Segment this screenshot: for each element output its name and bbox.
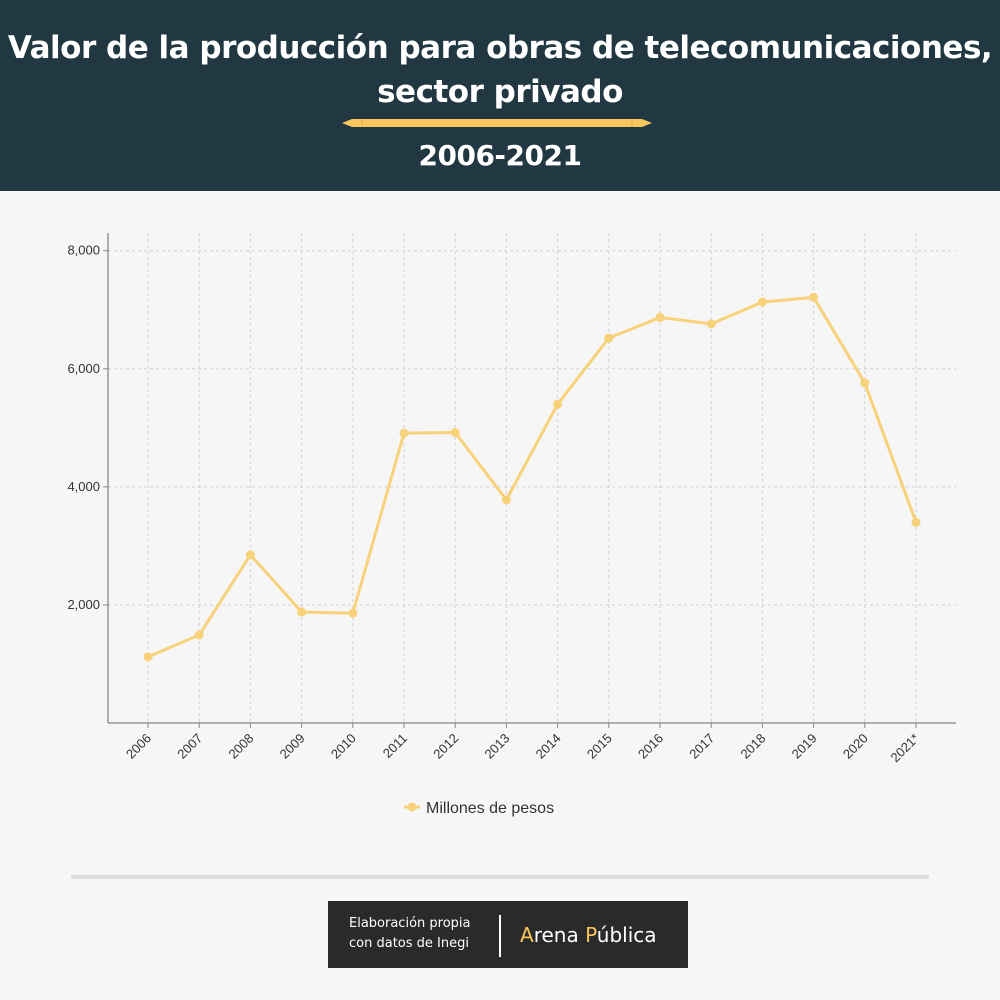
x-tick-label: 2020 bbox=[840, 731, 871, 762]
x-axis-ticks: 2006 2007 2008 2009 2010 2011 2012 2013 2014 2015… bbox=[123, 723, 922, 765]
chart-grid bbox=[108, 233, 956, 723]
data-point bbox=[194, 630, 204, 640]
title-line-2: sector privado bbox=[377, 74, 623, 110]
brand-word-rest-2: ública bbox=[596, 923, 657, 947]
x-tick-label: 2012 bbox=[430, 731, 461, 762]
chart-legend: Millones de pesos bbox=[404, 800, 554, 817]
data-point bbox=[757, 297, 767, 307]
data-point bbox=[809, 292, 819, 302]
brand-word-rest-1: rena bbox=[533, 923, 586, 947]
footer-divider bbox=[71, 875, 929, 879]
y-tick-label: 8,000 bbox=[67, 243, 100, 258]
title-line-1: Valor de la producción para obras de tel… bbox=[7, 30, 993, 66]
x-tick-label: 2021* bbox=[887, 731, 922, 766]
header-banner: Valor de la producción para obras de tel… bbox=[0, 0, 1000, 191]
date-range-subtitle: 2006-2021 bbox=[418, 139, 582, 172]
page-title: Valor de la producción para obras de tel… bbox=[0, 26, 1000, 114]
pencil-divider-icon bbox=[342, 119, 652, 127]
credit-separator bbox=[499, 915, 501, 957]
data-point bbox=[604, 333, 614, 343]
x-tick-label: 2018 bbox=[737, 731, 768, 762]
y-axis-ticks: 2,000 4,000 6,000 8,000 bbox=[67, 243, 108, 612]
x-tick-label: 2019 bbox=[789, 731, 820, 762]
x-tick-label: 2010 bbox=[328, 731, 359, 762]
data-point bbox=[399, 428, 409, 438]
x-tick-label: 2007 bbox=[174, 731, 205, 762]
data-point bbox=[860, 378, 870, 388]
x-tick-label: 2009 bbox=[277, 731, 308, 762]
data-point bbox=[143, 652, 153, 662]
y-tick-label: 2,000 bbox=[67, 597, 100, 612]
credit-box: Elaboración propia con datos de Inegi Ar… bbox=[328, 901, 688, 968]
data-point bbox=[450, 428, 460, 438]
credit-line-2: con datos de Inegi bbox=[349, 936, 469, 951]
x-tick-label: 2008 bbox=[225, 731, 256, 762]
credit-line-1: Elaboración propia bbox=[349, 916, 471, 931]
brand-letter-p: P bbox=[585, 923, 597, 947]
legend-label: Millones de pesos bbox=[426, 800, 554, 817]
y-tick-label: 6,000 bbox=[67, 361, 100, 376]
x-tick-label: 2014 bbox=[533, 731, 564, 762]
brand-logo: Arena Pública bbox=[520, 921, 657, 949]
x-tick-label: 2011 bbox=[380, 731, 410, 761]
x-tick-label: 2013 bbox=[481, 731, 512, 762]
data-point bbox=[245, 550, 255, 560]
x-tick-label: 2015 bbox=[584, 731, 615, 762]
data-point bbox=[501, 495, 511, 505]
data-point bbox=[706, 319, 716, 329]
y-tick-label: 4,000 bbox=[67, 479, 100, 494]
brand-letter-a: A bbox=[520, 923, 534, 947]
x-tick-label: 2016 bbox=[635, 731, 666, 762]
x-tick-label: 2017 bbox=[686, 731, 717, 762]
data-point bbox=[297, 607, 307, 617]
data-point bbox=[911, 517, 921, 527]
series-line bbox=[146, 295, 918, 659]
x-tick-label: 2006 bbox=[123, 731, 154, 762]
data-point bbox=[553, 399, 563, 409]
chart-axes bbox=[107, 233, 956, 724]
data-point bbox=[655, 312, 665, 322]
chart-series bbox=[143, 292, 921, 662]
credit-text: Elaboración propia con datos de Inegi bbox=[349, 914, 471, 954]
legend-marker bbox=[407, 802, 417, 812]
line-chart: 2,000 4,000 6,000 8,000 2006 2007 2008 2009 201… bbox=[67, 233, 956, 817]
data-point bbox=[348, 608, 358, 618]
